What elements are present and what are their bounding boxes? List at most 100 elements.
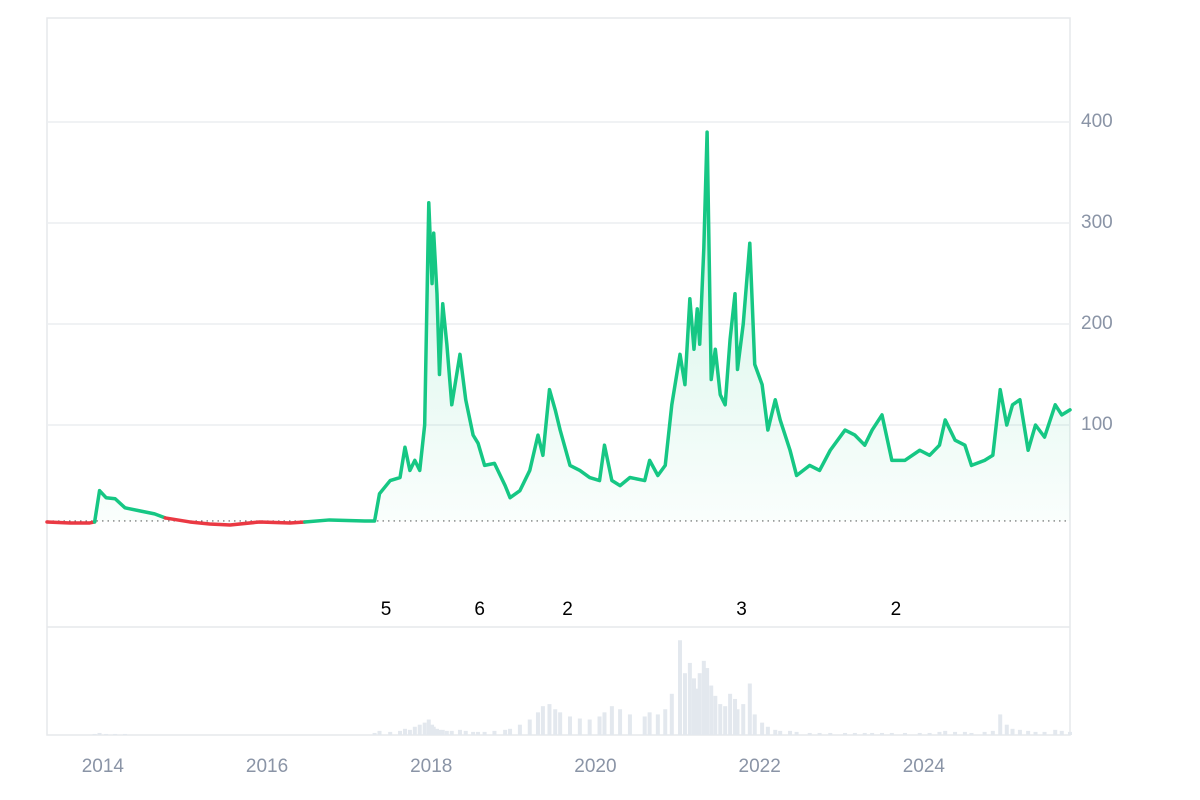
volume-bar (642, 716, 647, 735)
volume-bar (990, 730, 995, 735)
volume-bar (122, 733, 127, 735)
volume-bar (627, 714, 632, 735)
volume-bar (723, 706, 728, 735)
volume-bar (953, 731, 958, 735)
volume-bar (113, 733, 118, 735)
volume-bar (412, 726, 417, 735)
volume-bar (773, 729, 778, 735)
volume-bar (1004, 724, 1009, 735)
volume-bar (577, 718, 582, 735)
volume-bar (1010, 728, 1015, 735)
x-tick-label: 2014 (82, 756, 125, 777)
volume-bar (1026, 730, 1031, 735)
volume-bar (709, 685, 714, 735)
price-line-down (45, 520, 97, 525)
volume-bar (597, 716, 602, 735)
volume-bar (969, 732, 974, 735)
y-tick-label: 100 (1081, 414, 1113, 435)
volume-bar (879, 732, 884, 735)
volume-bar (889, 732, 894, 735)
volume-bar (602, 712, 607, 735)
volume-bar (927, 732, 932, 735)
event-marker: 3 (736, 599, 747, 620)
volume-bar (937, 731, 942, 735)
event-marker: 6 (474, 599, 485, 620)
volume-bar (870, 732, 875, 735)
volume-bar (402, 728, 407, 735)
volume-bar (817, 732, 822, 735)
price-line-down (163, 516, 307, 527)
volume-bar (422, 722, 427, 735)
volume-bar (902, 732, 907, 735)
volume-bar (701, 660, 706, 735)
volume-bar (741, 704, 746, 735)
volume-bar (388, 731, 393, 735)
volume-bar (92, 733, 97, 735)
volume-bar (1053, 729, 1058, 735)
volume-bar (852, 732, 857, 735)
volume-bar (752, 714, 757, 735)
price-line-up (92, 488, 167, 524)
volume-bar (982, 731, 987, 735)
volume-bar (655, 714, 660, 735)
volume-bar (862, 732, 867, 735)
volume-bar (678, 640, 683, 735)
volume-bar (697, 673, 702, 735)
volume-bar (609, 706, 614, 735)
volume-bar (843, 732, 848, 735)
volume-bar (663, 709, 668, 735)
volume-bar (547, 704, 552, 735)
volume-bar (765, 726, 770, 735)
volume-bar (407, 729, 412, 735)
volume-bar (437, 729, 442, 735)
volume-bar (444, 730, 449, 735)
y-tick-label: 200 (1081, 313, 1113, 334)
y-tick-label: 400 (1081, 111, 1113, 132)
volume-bar (508, 728, 513, 735)
volume-bar (778, 730, 783, 735)
volume-bar (828, 732, 833, 735)
volume-bar (618, 709, 623, 735)
volume-bar (713, 695, 718, 735)
volume-bar (535, 712, 540, 735)
volume-bar (372, 732, 377, 735)
volume-bar (1033, 731, 1038, 735)
volume-bar (728, 693, 733, 735)
volume-bar (943, 730, 948, 735)
x-tick-label: 2018 (410, 756, 452, 777)
volume-bar (669, 693, 674, 735)
y-tick-label: 300 (1081, 212, 1113, 233)
volume-bar (794, 731, 799, 735)
x-tick-label: 2022 (739, 756, 781, 777)
volume-bar (687, 662, 692, 735)
volume-bar (807, 732, 812, 735)
volume-bar (463, 730, 468, 735)
x-tick-label: 2016 (246, 756, 288, 777)
volume-bar (517, 724, 522, 735)
volume-bar (1068, 731, 1072, 735)
event-marker: 2 (891, 599, 902, 620)
volume-bar (434, 728, 439, 735)
volume-bar (553, 709, 558, 735)
volume-bar (647, 712, 652, 735)
event-marker: 2 (562, 599, 573, 620)
volume-bar (471, 731, 476, 735)
volume-bar (426, 719, 431, 735)
volume-bar (417, 724, 422, 735)
volume-bar (1017, 729, 1022, 735)
volume-bar (1059, 730, 1064, 735)
event-marker: 5 (381, 599, 392, 620)
volume-bar (540, 706, 545, 735)
volume-bar (567, 716, 572, 735)
volume-bar (733, 698, 738, 735)
volume-bar (998, 714, 1003, 735)
volume-bar (1042, 731, 1047, 735)
volume-bar (705, 668, 710, 735)
volume-bar (695, 688, 700, 735)
price-line-up (303, 130, 1072, 524)
volume-bar (962, 731, 967, 735)
volume-bar (398, 730, 403, 735)
volume-bar (558, 712, 563, 735)
volume-bar (760, 722, 765, 735)
